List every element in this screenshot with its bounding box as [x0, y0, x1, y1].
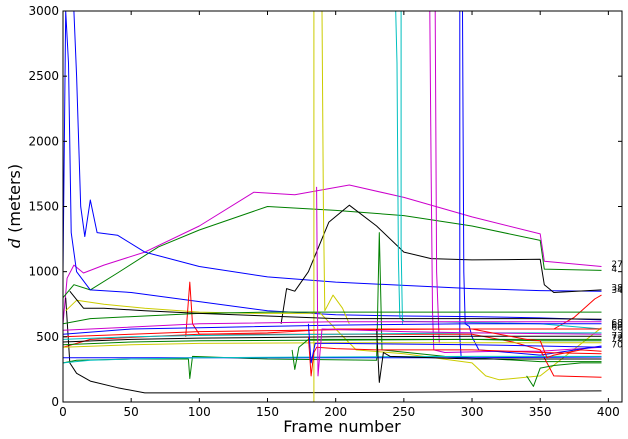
y-axis-label: d (meters) [5, 164, 24, 248]
y-tick-label: 2500 [28, 69, 59, 83]
series-line-31 [376, 328, 602, 383]
series-line-19 [69, 290, 602, 320]
y-axis: 0 500 1000 1500 2000 2500 3000 [28, 4, 622, 409]
series-line-14 [462, 11, 602, 356]
series-line-26 [63, 342, 602, 348]
series-line-3 [63, 11, 602, 321]
x-tick-label: 50 [124, 405, 139, 419]
series-line-12 [429, 11, 602, 353]
series-line-28 [63, 355, 602, 364]
series-line-15 [459, 11, 462, 357]
x-tick-label: 300 [461, 405, 484, 419]
series-line-21 [63, 323, 602, 335]
y-tick-label: 2000 [28, 134, 59, 148]
series-line-6 [65, 297, 602, 394]
series-line-30 [291, 338, 602, 370]
series-line-10 [395, 11, 602, 330]
y-tick-label: 1000 [28, 265, 59, 279]
x-tick-label: 400 [597, 405, 620, 419]
series-line-35 [526, 362, 602, 387]
x-tick-label: 0 [59, 405, 67, 419]
series-line-22 [63, 328, 602, 338]
series-layer [63, 11, 602, 402]
series-line-2 [73, 11, 602, 292]
x-axis-label: Frame number [283, 417, 401, 436]
x-tick-label: 350 [529, 405, 552, 419]
series-line-4 [280, 204, 602, 324]
x-tick-label: 100 [188, 405, 211, 419]
x-axis: 0 50 100 150 200 250 300 350 400 [59, 11, 620, 419]
series-end-label: 73 [611, 332, 622, 342]
y-tick-label: 3000 [28, 4, 59, 18]
series-line-20 [63, 321, 602, 331]
series-end-label: 70 [611, 341, 623, 351]
x-tick-label: 150 [256, 405, 279, 419]
series-end-label: 72 [611, 334, 622, 344]
series-end-label: 4 [611, 265, 617, 275]
series-line-24 [63, 335, 602, 343]
series-line-11 [400, 11, 403, 324]
y-axis-unit: (meters) [5, 164, 24, 233]
series-line-29 [307, 336, 602, 377]
series-line-18 [63, 311, 602, 325]
series-line-17 [185, 281, 602, 378]
series-line-0 [63, 184, 602, 324]
x-tick-label: 250 [392, 405, 415, 419]
x-tick-label: 200 [324, 405, 347, 419]
y-tick-label: 1500 [28, 200, 59, 214]
series-line-33 [316, 186, 602, 377]
y-tick-label: 500 [36, 330, 59, 344]
y-axis-symbol: d [5, 238, 24, 248]
series-line-7 [65, 299, 602, 381]
series-line-13 [434, 11, 440, 344]
series-end-label: 69 [611, 321, 623, 331]
series-line-9 [321, 11, 350, 324]
series-end-label: 34 [611, 286, 623, 296]
y-tick-label: 0 [51, 395, 59, 409]
series-line-32 [307, 323, 602, 364]
series-line-34 [471, 328, 602, 359]
series-end-label: 66 [611, 324, 623, 334]
series-end-label: 27 [611, 260, 622, 270]
series-end-label: 68 [611, 318, 623, 328]
series-end-label: 38 [611, 283, 623, 293]
